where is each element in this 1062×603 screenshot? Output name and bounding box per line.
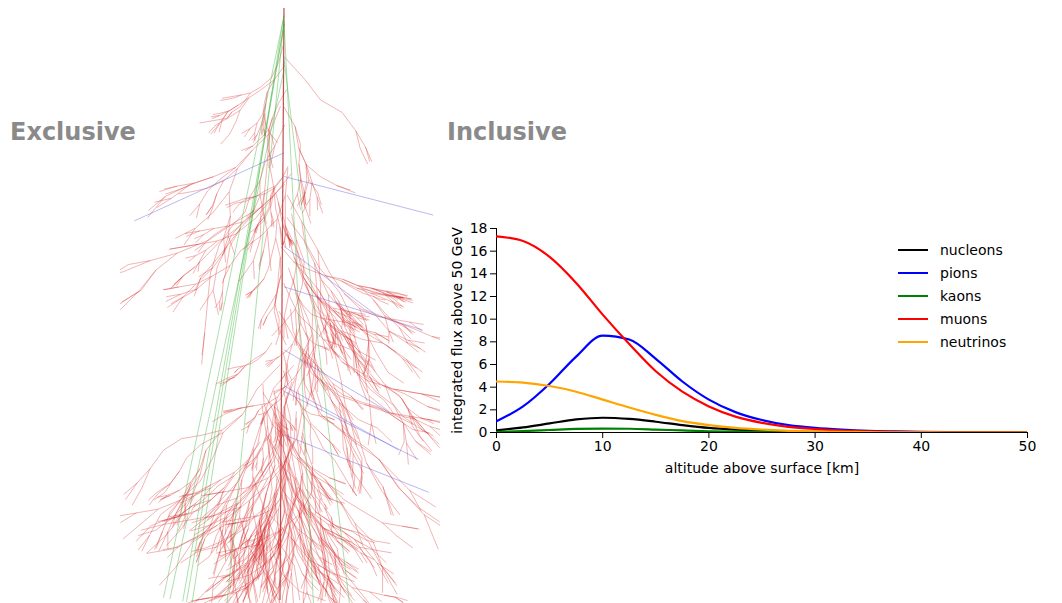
html-text:Exclusive: Exclusive <box>10 118 136 146</box>
svg-text:6: 6 <box>479 356 488 372</box>
svg-text:2: 2 <box>479 401 488 417</box>
svg-text:0: 0 <box>479 424 488 440</box>
svg-text:16: 16 <box>470 243 488 259</box>
svg-text:20: 20 <box>700 438 718 454</box>
svg-text:12: 12 <box>470 288 488 304</box>
svg-text:integrated flux above 50 GeV: integrated flux above 50 GeV <box>449 227 465 434</box>
svg-text:10: 10 <box>470 311 488 327</box>
svg-text:0: 0 <box>492 438 501 454</box>
html-text:kaons: kaons <box>940 287 982 304</box>
svg-text:18: 18 <box>470 220 488 236</box>
svg-text:8: 8 <box>479 333 488 349</box>
html-text:Inclusive: Inclusive <box>447 118 567 146</box>
html-text:neutrinos: neutrinos <box>940 333 1007 350</box>
svg-text:40: 40 <box>912 438 930 454</box>
html-text:pions: pions <box>940 264 978 281</box>
svg-text:10: 10 <box>594 438 612 454</box>
html-text:nucleons: nucleons <box>940 241 1003 258</box>
svg-text:4: 4 <box>479 379 488 395</box>
svg-text:altitude above surface [km]: altitude above surface [km] <box>665 460 859 476</box>
svg-text:14: 14 <box>470 265 488 281</box>
svg-text:30: 30 <box>806 438 824 454</box>
html-text:muons: muons <box>940 310 988 327</box>
svg-text:50: 50 <box>1019 438 1037 454</box>
